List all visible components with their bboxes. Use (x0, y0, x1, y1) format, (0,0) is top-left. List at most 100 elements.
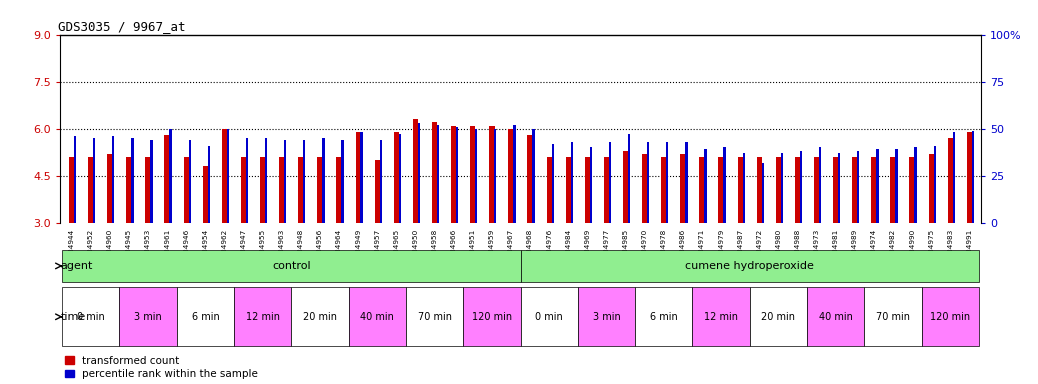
Bar (609, 142, 611, 223)
Text: time: time (60, 312, 86, 322)
Bar (933, 146, 936, 223)
Bar (551, 144, 554, 223)
Text: control: control (272, 261, 310, 271)
Bar (757, 157, 762, 317)
Bar (360, 132, 362, 223)
Bar (838, 153, 841, 223)
Bar (666, 142, 668, 223)
Bar (922, 287, 979, 346)
Bar (865, 287, 922, 346)
Bar (852, 157, 857, 317)
Bar (349, 287, 406, 346)
Bar (705, 149, 707, 223)
Bar (871, 157, 877, 317)
Bar (452, 126, 457, 317)
Bar (432, 122, 437, 317)
Bar (527, 135, 532, 317)
Bar (814, 157, 819, 317)
Bar (131, 138, 134, 223)
Bar (680, 154, 685, 317)
Bar (914, 147, 917, 223)
Bar (475, 129, 477, 223)
Bar (623, 151, 628, 317)
Bar (628, 134, 630, 223)
Text: 0 min: 0 min (77, 312, 105, 322)
Bar (685, 142, 687, 223)
Bar (661, 157, 666, 317)
Bar (566, 157, 571, 317)
Bar (700, 157, 705, 317)
Bar (775, 157, 782, 317)
Text: 3 min: 3 min (593, 312, 621, 322)
Bar (74, 136, 76, 223)
Bar (578, 287, 635, 346)
Bar (896, 149, 898, 223)
Bar (909, 157, 914, 317)
Bar (456, 127, 459, 223)
Text: 3 min: 3 min (134, 312, 162, 322)
Bar (781, 153, 783, 223)
Bar (723, 147, 726, 223)
Text: 70 min: 70 min (876, 312, 910, 322)
Bar (406, 287, 463, 346)
Bar (208, 146, 210, 223)
Bar (635, 287, 692, 346)
Bar (260, 157, 266, 317)
Bar (169, 129, 171, 223)
Text: agent: agent (60, 261, 92, 271)
Bar (265, 138, 267, 223)
Bar (292, 287, 349, 346)
Bar (226, 129, 229, 223)
Bar (929, 154, 934, 317)
Bar (948, 138, 953, 317)
Bar (834, 157, 839, 317)
Bar (119, 287, 176, 346)
Bar (342, 140, 344, 223)
Bar (298, 157, 303, 317)
Bar (375, 160, 380, 317)
Bar (470, 126, 475, 317)
Bar (303, 140, 305, 223)
Bar (972, 131, 974, 223)
Bar (514, 125, 516, 223)
Text: GDS3035 / 9967_at: GDS3035 / 9967_at (58, 20, 186, 33)
Bar (107, 154, 112, 317)
Bar (93, 138, 95, 223)
Bar (151, 140, 153, 223)
Bar (604, 157, 609, 317)
Bar (112, 136, 114, 223)
Bar (742, 153, 745, 223)
Bar (88, 157, 93, 317)
Bar (222, 129, 227, 317)
Bar (819, 147, 821, 223)
Legend: transformed count, percentile rank within the sample: transformed count, percentile rank withi… (65, 356, 258, 379)
Bar (322, 138, 325, 223)
Bar (584, 157, 590, 317)
Bar (69, 157, 75, 317)
Bar (509, 129, 514, 317)
Text: 40 min: 40 min (819, 312, 852, 322)
Bar (749, 287, 808, 346)
Bar (246, 138, 248, 223)
Text: 70 min: 70 min (417, 312, 452, 322)
Bar (966, 132, 973, 317)
Bar (808, 287, 865, 346)
Bar (547, 157, 552, 317)
Bar (590, 147, 592, 223)
Bar (234, 287, 292, 346)
Bar (184, 157, 189, 317)
Bar (795, 157, 800, 317)
Bar (127, 157, 132, 317)
Bar (857, 151, 859, 223)
Bar (356, 132, 361, 317)
Bar (643, 154, 648, 317)
Bar (762, 162, 764, 223)
Text: cumene hydroperoxide: cumene hydroperoxide (685, 261, 814, 271)
Bar (393, 132, 399, 317)
Bar (241, 157, 246, 317)
Bar (284, 140, 286, 223)
Bar (532, 129, 535, 223)
Bar (279, 157, 284, 317)
Bar (718, 157, 723, 317)
Bar (164, 135, 170, 317)
